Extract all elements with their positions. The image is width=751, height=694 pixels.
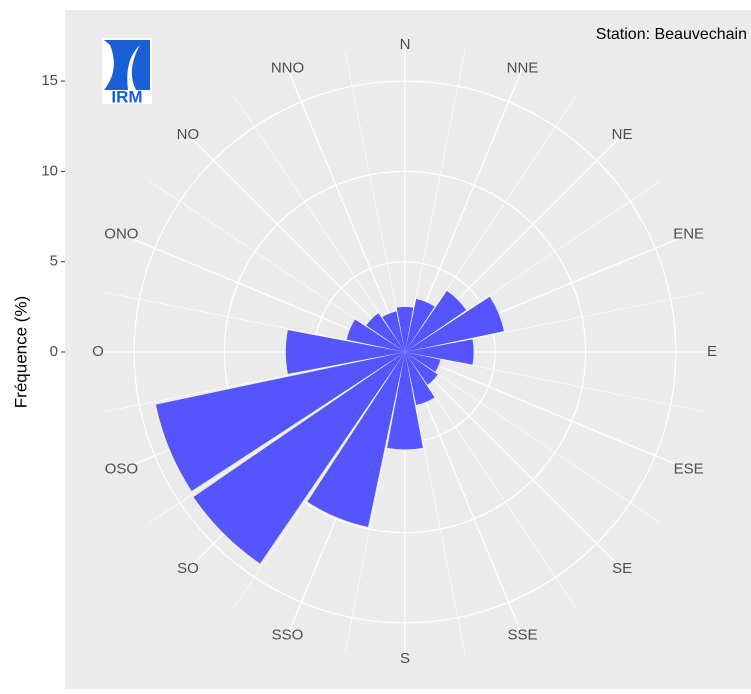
direction-label: NO bbox=[177, 126, 200, 143]
station-annotation: Station: Beauvechain bbox=[596, 26, 747, 43]
grid-circle bbox=[223, 170, 587, 534]
spoke-grid-line bbox=[404, 351, 623, 570]
spoke-grid-line bbox=[404, 351, 576, 608]
spoke-grid-line bbox=[404, 50, 466, 353]
y-tick-label: 0 bbox=[50, 343, 58, 360]
spoke-grid-line bbox=[404, 351, 661, 523]
grid-circle bbox=[133, 80, 677, 624]
spoke-grid-line bbox=[149, 351, 406, 523]
logo-text: IRM bbox=[111, 87, 142, 106]
spoke-grid-line bbox=[344, 50, 406, 353]
bar bbox=[396, 306, 414, 352]
spoke-grid-line bbox=[404, 351, 689, 471]
direction-label: OSO bbox=[105, 460, 138, 477]
bar bbox=[405, 296, 504, 352]
logo: IRM bbox=[102, 38, 152, 106]
bar bbox=[307, 352, 405, 527]
bar bbox=[405, 290, 467, 352]
bar bbox=[405, 339, 474, 365]
logo-shape bbox=[104, 40, 150, 90]
bar bbox=[155, 352, 405, 491]
spoke-grid-line bbox=[103, 351, 406, 413]
plot-area: N NNE NE ENE E ESE SE SSE S SSO SO OSO O ONO NO NNO bbox=[92, 36, 717, 667]
direction-label: N bbox=[400, 36, 411, 53]
spoke-grid-line bbox=[187, 134, 406, 353]
bar bbox=[405, 352, 435, 406]
direction-label: S bbox=[400, 650, 410, 667]
y-tick-label: 5 bbox=[50, 253, 58, 270]
bar bbox=[387, 352, 423, 450]
spoke-grid-line bbox=[234, 351, 406, 608]
direction-label: SE bbox=[612, 560, 632, 577]
spoke-grid-line bbox=[344, 351, 406, 654]
spoke-grid-line bbox=[404, 181, 661, 353]
direction-label: NNE bbox=[507, 59, 539, 76]
bar bbox=[346, 319, 405, 352]
direction-label: O bbox=[92, 343, 104, 360]
direction-label: E bbox=[707, 343, 717, 360]
bar bbox=[382, 311, 405, 352]
bar bbox=[405, 298, 435, 352]
direction-label: SSE bbox=[507, 627, 537, 644]
direction-label: SO bbox=[177, 560, 199, 577]
bar bbox=[285, 330, 405, 374]
y-axis-title: Fréquence (%) bbox=[11, 296, 30, 408]
direction-label: SSO bbox=[272, 627, 304, 644]
bar bbox=[405, 352, 441, 372]
direction-label: NNO bbox=[271, 59, 304, 76]
y-tick-label: 15 bbox=[41, 72, 58, 89]
direction-label: ENE bbox=[673, 225, 704, 242]
direction-label: NE bbox=[612, 126, 633, 143]
spoke-grid-line bbox=[286, 68, 406, 353]
bar bbox=[193, 352, 405, 564]
bar bbox=[405, 352, 438, 385]
spoke-grid-line bbox=[149, 181, 406, 353]
spoke-grid-line bbox=[404, 351, 707, 413]
direction-label: ONO bbox=[104, 225, 138, 242]
spoke-grid-line bbox=[404, 351, 466, 654]
spoke-grid-line bbox=[404, 291, 707, 353]
spoke-grid-line bbox=[103, 291, 406, 353]
spoke-grid-line bbox=[404, 96, 576, 353]
direction-label: ESE bbox=[674, 460, 704, 477]
spoke-grid-line bbox=[234, 96, 406, 353]
bar bbox=[366, 313, 405, 352]
y-tick-label: 10 bbox=[41, 162, 58, 179]
